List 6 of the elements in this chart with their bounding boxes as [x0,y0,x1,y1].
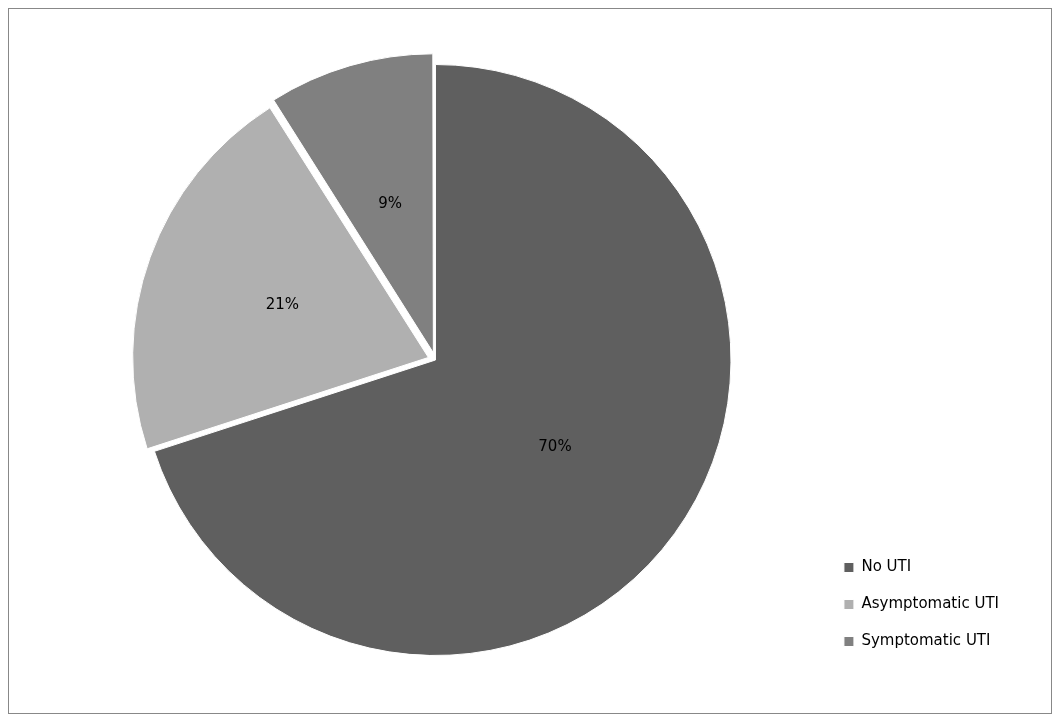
legend-label: Asymptomatic UTI [861,594,999,613]
legend-label: Symptomatic UTI [861,631,991,650]
data-label: 70% [538,436,572,455]
data-label: 21% [265,294,299,313]
legend-label: No UTI [861,557,912,576]
data-label: 9% [378,193,402,212]
